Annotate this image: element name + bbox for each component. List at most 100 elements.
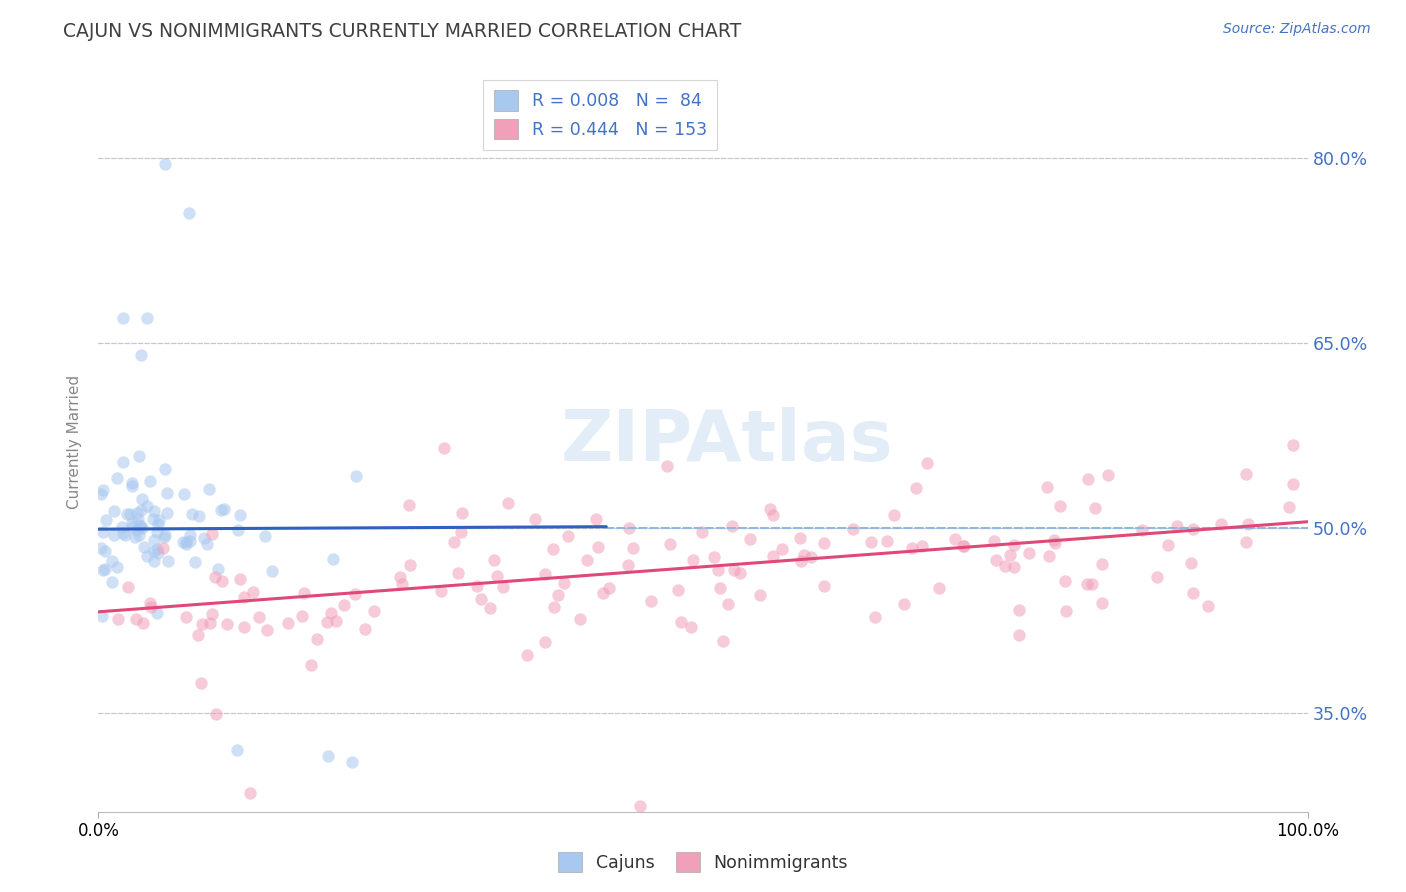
Point — [228, 508, 250, 523]
Point — [1081, 576, 1104, 591]
Point — [256, 624, 278, 638]
Point — [344, 468, 367, 483]
Point — [90, 541, 112, 555]
Point — [1234, 535, 1257, 549]
Point — [492, 580, 515, 594]
Point — [905, 481, 928, 495]
Point — [842, 522, 865, 536]
Point — [706, 564, 728, 578]
Point — [354, 623, 377, 637]
Point — [1197, 599, 1219, 613]
Point — [201, 526, 224, 541]
Point — [1054, 604, 1077, 618]
Point — [94, 562, 117, 576]
Point — [131, 491, 153, 506]
Point — [118, 507, 141, 521]
Point — [901, 541, 924, 555]
Point — [105, 559, 128, 574]
Point — [1180, 556, 1202, 570]
Point — [188, 508, 211, 523]
Point — [93, 564, 115, 578]
Point — [207, 562, 229, 576]
Point — [1090, 557, 1112, 571]
Point — [883, 508, 905, 522]
Point — [586, 540, 609, 554]
Point — [1018, 546, 1040, 560]
Point — [1282, 437, 1305, 451]
Point — [813, 579, 835, 593]
Point — [738, 532, 761, 546]
Point — [391, 577, 413, 591]
Point — [239, 786, 262, 800]
Point — [598, 581, 620, 595]
Point — [1157, 538, 1180, 552]
Point — [1281, 477, 1303, 491]
Point — [173, 486, 195, 500]
Point — [201, 607, 224, 621]
Point — [430, 584, 453, 599]
Point — [1278, 500, 1301, 515]
Point — [917, 456, 939, 470]
Point — [443, 534, 465, 549]
Point — [131, 521, 153, 535]
Point — [640, 593, 662, 607]
Point — [621, 541, 644, 556]
Point — [813, 536, 835, 550]
Point — [557, 529, 579, 543]
Point — [121, 479, 143, 493]
Point — [389, 570, 412, 584]
Point — [146, 606, 169, 620]
Point — [319, 606, 342, 620]
Point — [204, 706, 226, 721]
Point — [114, 527, 136, 541]
Point — [478, 600, 501, 615]
Point — [1077, 472, 1099, 486]
Point — [1076, 577, 1098, 591]
Point — [363, 603, 385, 617]
Point — [325, 614, 347, 628]
Point — [928, 582, 950, 596]
Point — [111, 455, 134, 469]
Point — [986, 553, 1008, 567]
Point — [96, 513, 118, 527]
Point — [617, 558, 640, 573]
Point — [1054, 574, 1077, 588]
Point — [789, 531, 811, 545]
Point — [179, 534, 201, 549]
Point — [1237, 516, 1260, 531]
Point — [115, 508, 138, 522]
Point — [543, 599, 565, 614]
Point — [124, 530, 146, 544]
Point — [994, 558, 1017, 573]
Point — [998, 548, 1021, 562]
Point — [156, 486, 179, 500]
Point — [728, 566, 751, 581]
Point — [711, 634, 734, 648]
Point — [139, 475, 162, 489]
Point — [758, 501, 780, 516]
Point — [134, 540, 156, 554]
Point — [181, 507, 204, 521]
Point — [204, 570, 226, 584]
Point — [553, 576, 575, 591]
Point — [762, 508, 785, 522]
Point — [1002, 559, 1025, 574]
Point — [215, 617, 238, 632]
Point — [1097, 468, 1119, 483]
Point — [911, 539, 934, 553]
Point — [117, 581, 139, 595]
Point — [482, 553, 505, 567]
Point — [294, 585, 316, 599]
Point — [1008, 627, 1031, 641]
Point — [174, 537, 197, 551]
Point — [450, 525, 472, 540]
Point — [541, 541, 564, 556]
Point — [209, 502, 232, 516]
Point — [659, 536, 682, 550]
Point — [125, 612, 148, 626]
Point — [523, 511, 546, 525]
Point — [547, 588, 569, 602]
Point — [200, 616, 222, 631]
Point — [121, 475, 143, 490]
Point — [233, 620, 256, 634]
